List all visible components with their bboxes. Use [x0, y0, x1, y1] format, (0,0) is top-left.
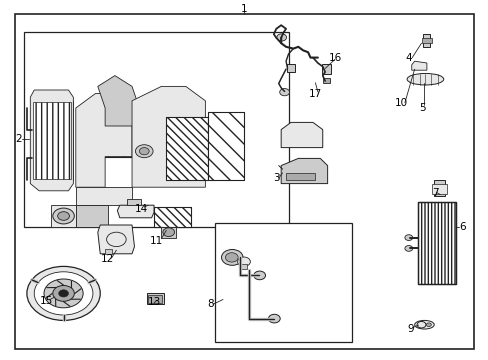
Ellipse shape [414, 320, 433, 329]
Circle shape [163, 228, 174, 237]
Circle shape [225, 253, 238, 262]
Text: 10: 10 [394, 98, 407, 108]
Circle shape [221, 249, 243, 265]
Circle shape [139, 148, 149, 155]
Bar [241, 264, 247, 269]
Polygon shape [281, 158, 327, 184]
Polygon shape [281, 122, 322, 148]
Polygon shape [30, 90, 73, 191]
Bar [105, 249, 112, 254]
Bar [321, 64, 330, 74]
Polygon shape [117, 205, 154, 218]
Text: 5: 5 [419, 103, 426, 113]
Circle shape [426, 323, 430, 327]
Text: 12: 12 [101, 254, 114, 264]
Polygon shape [411, 61, 426, 70]
Bar [154, 207, 190, 227]
Text: 14: 14 [135, 204, 148, 214]
Bar [154, 207, 190, 227]
Circle shape [53, 285, 74, 301]
Text: 3: 3 [272, 173, 279, 183]
Bar [105, 119, 132, 157]
Circle shape [58, 212, 69, 220]
Ellipse shape [406, 73, 443, 85]
Text: 6: 6 [458, 222, 465, 232]
Polygon shape [76, 205, 107, 227]
Bar [431, 184, 446, 194]
Polygon shape [285, 173, 315, 180]
Bar [417, 202, 455, 284]
Text: 8: 8 [206, 299, 213, 309]
Bar [207, 112, 244, 180]
Circle shape [135, 145, 153, 158]
Text: 13: 13 [147, 297, 161, 307]
Text: 11: 11 [149, 236, 163, 246]
Bar [24, 32, 288, 227]
Bar [215, 223, 351, 342]
Bar [32, 101, 73, 180]
Polygon shape [76, 187, 132, 205]
Circle shape [237, 257, 250, 266]
Bar [417, 202, 455, 284]
Bar [148, 295, 162, 303]
Text: 4: 4 [404, 53, 411, 63]
Text: 16: 16 [327, 53, 341, 63]
Bar [322, 78, 329, 83]
Polygon shape [132, 86, 205, 187]
Text: 7: 7 [431, 188, 438, 198]
Bar [166, 117, 207, 180]
Circle shape [27, 266, 100, 320]
Polygon shape [98, 76, 139, 126]
Bar [127, 199, 141, 205]
Bar [286, 64, 294, 72]
Circle shape [279, 89, 289, 96]
Polygon shape [51, 205, 76, 227]
Circle shape [404, 235, 412, 240]
Circle shape [276, 34, 286, 41]
Circle shape [404, 246, 412, 251]
Bar [207, 112, 244, 180]
Text: 9: 9 [407, 324, 413, 334]
Bar [433, 180, 444, 196]
Circle shape [44, 279, 83, 308]
Text: 17: 17 [308, 89, 322, 99]
Circle shape [53, 208, 74, 224]
Text: 2: 2 [15, 134, 22, 144]
Bar [421, 38, 431, 43]
Bar [166, 117, 207, 180]
Bar [33, 102, 71, 179]
Bar [105, 119, 132, 157]
Text: 1: 1 [241, 4, 247, 14]
Circle shape [253, 271, 265, 280]
Circle shape [268, 314, 280, 323]
Circle shape [34, 272, 93, 315]
Circle shape [59, 290, 68, 297]
Bar [146, 293, 163, 304]
Polygon shape [161, 227, 176, 238]
Polygon shape [76, 94, 132, 187]
Bar [422, 34, 429, 47]
Text: 15: 15 [40, 296, 53, 306]
Polygon shape [98, 225, 134, 254]
